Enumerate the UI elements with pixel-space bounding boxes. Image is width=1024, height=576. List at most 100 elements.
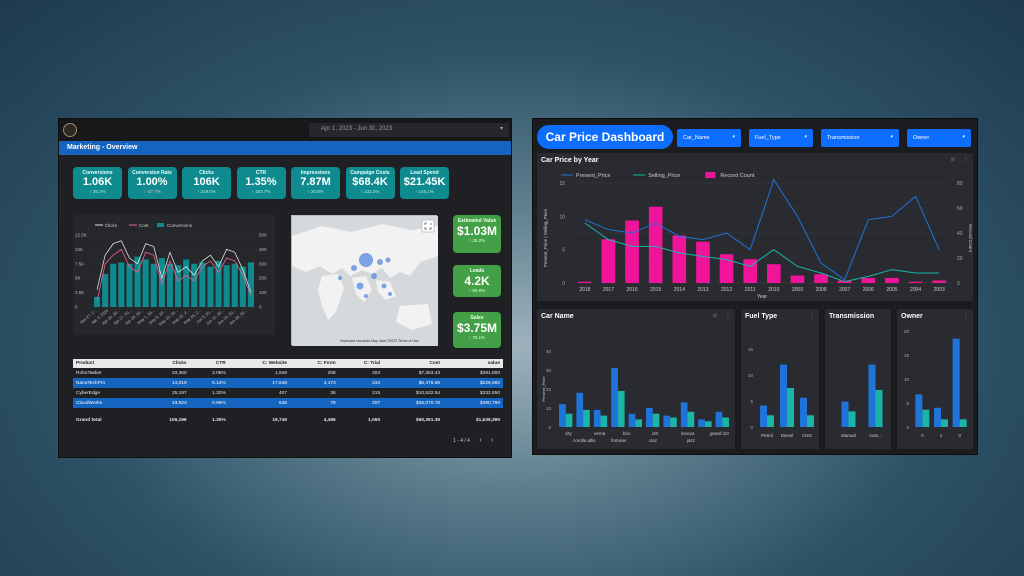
selling-price-bar[interactable] — [600, 415, 608, 427]
record-count-bar[interactable] — [648, 206, 663, 283]
selling-price-bar[interactable] — [941, 419, 948, 427]
record-count-bar[interactable] — [885, 278, 899, 283]
column-header[interactable]: CTR — [189, 359, 229, 368]
green-kpi-card[interactable]: Sales $3.75M ↑ 75.1% — [453, 312, 501, 348]
record-count-bar[interactable] — [719, 254, 734, 283]
table-row[interactable]: CyberEdge 25,197 1.32% 407 36 215 $10,532.54 $3… — [73, 388, 503, 398]
selling-price-bar[interactable] — [959, 419, 967, 427]
record-count-bar[interactable] — [672, 235, 687, 284]
column-header[interactable]: Cost — [383, 359, 444, 368]
kpi-card[interactable]: Conversion Rate 1.00% ↓ -37.7% — [127, 167, 177, 199]
record-count-bar[interactable] — [601, 239, 616, 283]
selling-price-line[interactable] — [584, 222, 940, 283]
conversions-bar[interactable] — [191, 263, 198, 307]
conversions-bar[interactable] — [150, 263, 157, 307]
column-header[interactable]: Clicks — [143, 359, 190, 368]
conversions-bar[interactable] — [231, 263, 238, 307]
record-count-bar[interactable] — [767, 264, 781, 283]
present-price-bar[interactable] — [628, 413, 636, 427]
present-price-bar[interactable] — [780, 364, 787, 427]
conversions-bar[interactable] — [126, 263, 133, 307]
kpi-card[interactable]: Impressions 7.87M ↑ 25.9% — [291, 167, 340, 199]
filter-fuel-type[interactable]: Fuel_Type ▾ — [749, 129, 813, 147]
prev-page-button[interactable]: ‹ — [479, 437, 482, 444]
present-price-bar[interactable] — [593, 409, 601, 427]
conversions-bar[interactable] — [142, 259, 149, 307]
green-kpi-card[interactable]: Leads 4.2K ↑ 69.9% — [453, 265, 501, 297]
present-price-bar[interactable] — [576, 392, 584, 427]
present-price-bar[interactable] — [663, 415, 671, 427]
clicks-line[interactable] — [96, 240, 252, 293]
present-price-bar[interactable] — [841, 401, 849, 427]
filter-transmission[interactable]: Transmission ▾ — [821, 129, 899, 147]
more-menu-icon[interactable]: ⋮ — [725, 313, 731, 319]
conversions-bar[interactable] — [166, 263, 173, 307]
selling-price-bar[interactable] — [652, 413, 660, 427]
present-price-line[interactable] — [584, 178, 940, 281]
present-price-bar[interactable] — [680, 402, 688, 427]
selling-price-bar[interactable] — [583, 409, 590, 427]
conversions-bar[interactable] — [183, 259, 190, 307]
record-count-bar[interactable] — [932, 280, 946, 284]
record-count-bar[interactable] — [578, 281, 592, 283]
conversions-bar[interactable] — [110, 263, 117, 307]
chart-options-icon[interactable]: ⊞ — [950, 157, 955, 163]
map-bubble[interactable] — [359, 253, 373, 267]
selling-price-bar[interactable] — [565, 413, 573, 427]
selling-price-bar[interactable] — [704, 421, 712, 427]
table-row[interactable]: RoboTasker 23,360 2.05% 1,946 208 404 $7,353.4… — [73, 368, 503, 378]
conversions-bar[interactable] — [207, 266, 214, 307]
date-range-picker[interactable]: Apr 1, 2023 - Jun 30, 2023 ▾ — [309, 123, 509, 137]
column-header[interactable]: C: Website — [228, 359, 291, 368]
conversions-bar[interactable] — [102, 273, 109, 307]
present-price-bar[interactable] — [760, 405, 767, 427]
selling-price-bar[interactable] — [807, 415, 814, 427]
column-header[interactable]: C: Trial — [338, 359, 384, 368]
map-attribution[interactable]: Keyboard shortcuts Map data ©2023 Terms … — [340, 339, 419, 343]
present-price-bar[interactable] — [915, 394, 923, 427]
conversions-bar[interactable] — [199, 262, 206, 307]
filter-owner[interactable]: Owner ▾ — [907, 129, 971, 147]
selling-price-bar[interactable] — [922, 409, 930, 427]
record-count-bar[interactable] — [625, 220, 639, 284]
kpi-card[interactable]: Lead Spend $21.45K ↑ 145.1% — [400, 167, 449, 199]
filter-car-name[interactable]: Car_Name ▾ — [677, 129, 741, 147]
geo-map[interactable]: Keyboard shortcuts Map data ©2023 Terms … — [291, 215, 438, 346]
record-count-bar[interactable] — [861, 278, 876, 283]
record-count-bar[interactable] — [790, 275, 805, 284]
table-row[interactable]: NanoTechPro 14,019 6.12% 17,648 4,173 234 $6,4… — [73, 378, 503, 388]
record-count-bar[interactable] — [814, 274, 828, 283]
table-row[interactable]: CloudWorks 43,623 0.95% 645 79 207 $36,070.76 $… — [73, 398, 503, 408]
present-price-bar[interactable] — [646, 408, 653, 427]
selling-price-bar[interactable] — [875, 389, 883, 427]
conversions-bar[interactable] — [134, 256, 141, 307]
kpi-card[interactable]: Conversions 1.06K ↑ 35.2% — [73, 167, 122, 199]
column-header[interactable]: value — [443, 359, 503, 368]
selling-price-bar[interactable] — [722, 417, 729, 428]
present-price-bar[interactable] — [934, 407, 941, 427]
present-price-bar[interactable] — [800, 397, 807, 427]
conversions-bar[interactable] — [175, 265, 182, 307]
present-price-bar[interactable] — [715, 411, 723, 427]
present-price-bar[interactable] — [611, 368, 618, 427]
cost-line[interactable] — [96, 248, 252, 302]
selling-price-bar[interactable] — [670, 417, 677, 428]
column-header[interactable]: C: Form — [290, 359, 339, 368]
present-price-bar[interactable] — [952, 338, 960, 427]
conversions-bar[interactable] — [239, 266, 246, 307]
green-kpi-card[interactable]: Estimated Value $1.03M ↑ 35.2% — [453, 215, 501, 253]
conversions-bar[interactable] — [215, 260, 222, 307]
chart-options-icon[interactable]: ⊞ — [712, 313, 717, 319]
selling-price-bar[interactable] — [687, 411, 695, 427]
selling-price-bar[interactable] — [617, 390, 625, 427]
conversions-bar[interactable] — [247, 262, 254, 307]
marketing-combo-chart[interactable]: Clicks Cost Conversions 12.5K 500 10K 400 7.5K 3… — [73, 215, 275, 335]
selling-price-bar[interactable] — [848, 411, 856, 427]
next-page-button[interactable]: › — [491, 437, 494, 444]
conversions-bar[interactable] — [223, 265, 230, 307]
selling-price-bar[interactable] — [635, 419, 642, 427]
kpi-card[interactable]: CTR 1.35% ↑ 153.7% — [236, 167, 286, 199]
kpi-card[interactable]: Clicks 106K ↑ 219.0% — [182, 167, 231, 199]
more-menu-icon[interactable]: ⋮ — [809, 313, 815, 319]
record-count-bar[interactable] — [696, 241, 710, 283]
